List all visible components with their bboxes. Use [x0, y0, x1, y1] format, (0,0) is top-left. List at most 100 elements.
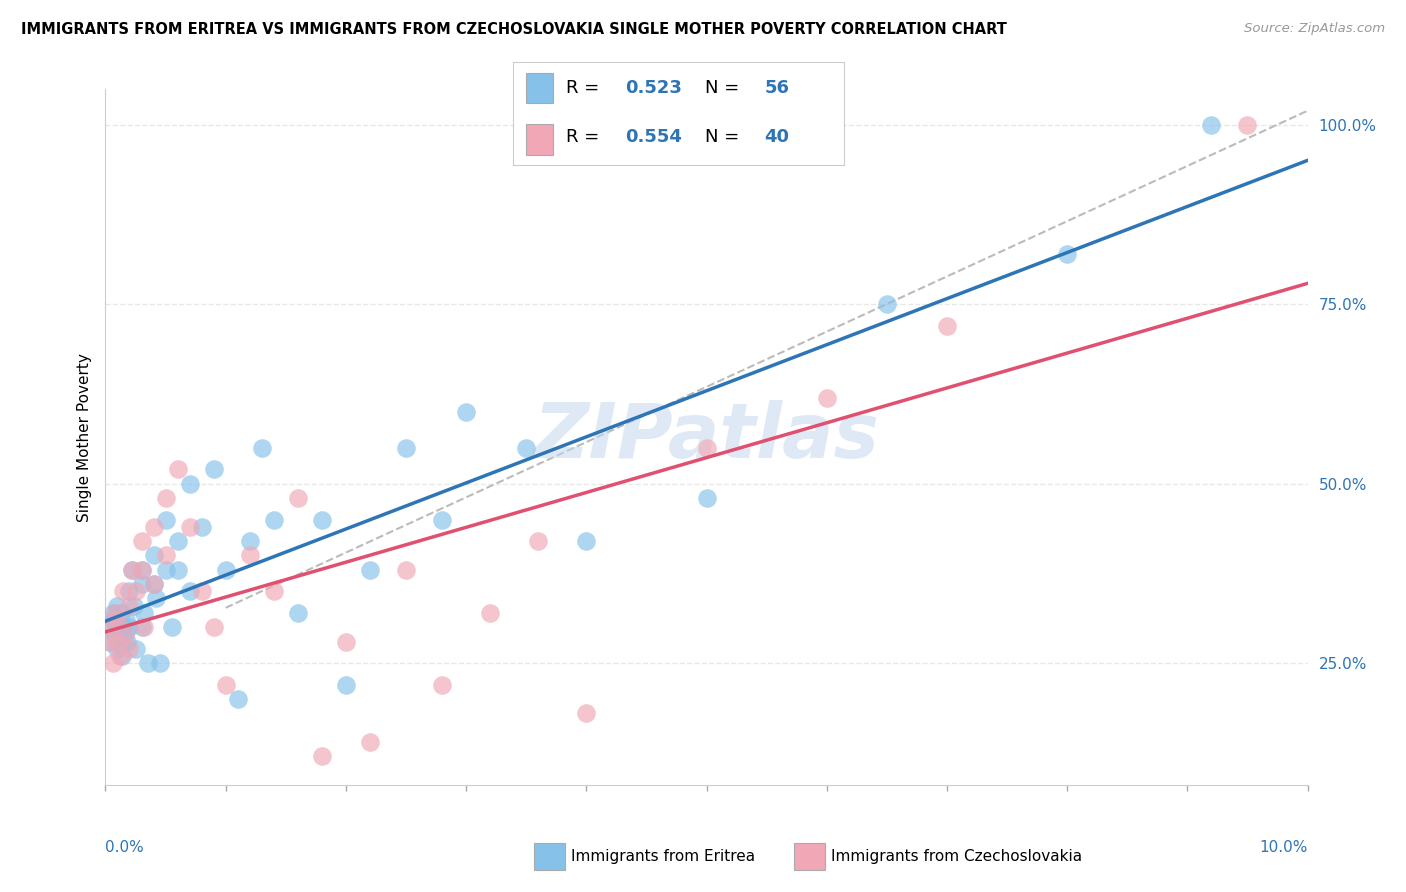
Text: R =: R =	[567, 128, 605, 146]
Point	[815, 391, 838, 405]
Point	[101, 606, 124, 620]
Point	[118, 620, 141, 634]
Point	[108, 648, 131, 663]
Point	[107, 641, 129, 656]
Point	[115, 613, 138, 627]
Point	[107, 599, 129, 613]
Point	[335, 677, 357, 691]
Point	[1201, 118, 1223, 132]
Text: Immigrants from Eritrea: Immigrants from Eritrea	[571, 849, 755, 863]
Point	[142, 549, 165, 563]
Point	[132, 606, 155, 620]
Text: 40: 40	[765, 128, 789, 146]
Text: R =: R =	[567, 79, 605, 97]
Point	[107, 620, 129, 634]
Point	[936, 318, 959, 333]
Point	[359, 563, 381, 577]
Point	[108, 634, 131, 648]
Point	[114, 627, 136, 641]
Point	[131, 620, 153, 634]
Point	[111, 648, 134, 663]
Point	[131, 563, 153, 577]
Point	[148, 656, 170, 670]
Point	[515, 441, 537, 455]
Point	[214, 563, 236, 577]
Point	[179, 476, 201, 491]
Point	[155, 512, 177, 526]
Point	[190, 584, 212, 599]
Text: N =: N =	[704, 128, 745, 146]
Text: 0.0%: 0.0%	[105, 840, 145, 855]
Text: ZIPatlas: ZIPatlas	[533, 401, 880, 474]
Point	[131, 534, 153, 549]
Point	[118, 641, 141, 656]
Point	[124, 584, 146, 599]
Text: Immigrants from Czechoslovakia: Immigrants from Czechoslovakia	[831, 849, 1083, 863]
Point	[124, 599, 146, 613]
Text: IMMIGRANTS FROM ERITREA VS IMMIGRANTS FROM CZECHOSLOVAKIA SINGLE MOTHER POVERTY : IMMIGRANTS FROM ERITREA VS IMMIGRANTS FR…	[21, 22, 1007, 37]
Point	[575, 534, 598, 549]
Point	[160, 620, 183, 634]
Point	[287, 491, 309, 505]
Point	[263, 512, 285, 526]
Point	[121, 563, 143, 577]
Text: Source: ZipAtlas.com: Source: ZipAtlas.com	[1244, 22, 1385, 36]
Point	[155, 491, 177, 505]
Text: 56: 56	[765, 79, 789, 97]
Point	[107, 634, 129, 648]
Point	[202, 462, 225, 476]
Point	[876, 297, 898, 311]
Point	[115, 634, 138, 648]
Point	[239, 549, 262, 563]
Point	[100, 634, 122, 648]
Point	[527, 534, 550, 549]
Point	[112, 620, 135, 634]
Point	[104, 606, 127, 620]
Point	[179, 520, 201, 534]
Point	[118, 599, 141, 613]
Point	[98, 620, 121, 634]
Point	[142, 520, 165, 534]
Point	[145, 591, 167, 606]
Point	[395, 563, 418, 577]
Point	[263, 584, 285, 599]
Text: 0.554: 0.554	[626, 128, 682, 146]
Point	[131, 563, 153, 577]
Point	[166, 462, 188, 476]
Point	[311, 512, 333, 526]
Point	[155, 549, 177, 563]
Point	[696, 441, 718, 455]
Point	[202, 620, 225, 634]
Point	[1236, 118, 1258, 132]
Point	[114, 627, 136, 641]
Point	[110, 606, 132, 620]
Point	[454, 405, 477, 419]
Point	[250, 441, 273, 455]
Point	[131, 577, 153, 591]
Point	[287, 606, 309, 620]
Point	[104, 627, 127, 641]
Point	[100, 620, 122, 634]
Point	[575, 706, 598, 721]
Point	[107, 613, 129, 627]
Point	[479, 606, 502, 620]
Point	[430, 677, 453, 691]
Point	[155, 563, 177, 577]
Point	[696, 491, 718, 505]
Point	[142, 577, 165, 591]
Point	[226, 692, 249, 706]
Text: 10.0%: 10.0%	[1260, 840, 1308, 855]
Point	[1056, 247, 1078, 261]
Point	[214, 677, 236, 691]
Point	[121, 563, 143, 577]
Point	[359, 735, 381, 749]
Point	[112, 584, 135, 599]
Text: N =: N =	[704, 79, 745, 97]
Point	[190, 520, 212, 534]
Point	[311, 749, 333, 764]
Point	[430, 512, 453, 526]
Point	[98, 634, 121, 648]
Point	[166, 534, 188, 549]
Y-axis label: Single Mother Poverty: Single Mother Poverty	[76, 352, 91, 522]
Point	[142, 577, 165, 591]
